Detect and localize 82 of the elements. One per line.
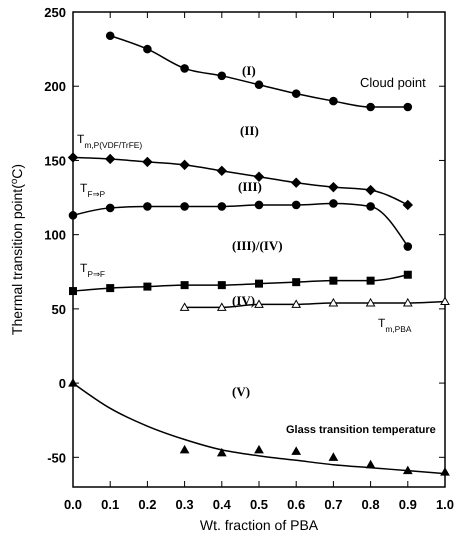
point — [218, 72, 226, 80]
x-tick-label: 0.2 — [138, 497, 156, 512]
y-tick-label: 0 — [58, 376, 66, 392]
point — [292, 200, 300, 210]
point — [329, 96, 338, 106]
series-label: T$_{m,PBA}$ — [378, 316, 412, 334]
y-tick-label: 100 — [44, 228, 66, 243]
annotation: (II) — [240, 123, 259, 138]
point — [402, 200, 413, 210]
y-tick-label: 200 — [44, 79, 66, 94]
x-tick-label: 0.0 — [64, 497, 82, 512]
point — [68, 211, 78, 220]
y-tick-label: -50 — [47, 450, 66, 466]
x-tick-label: 0.7 — [324, 497, 342, 512]
point — [143, 44, 152, 54]
point — [105, 154, 116, 164]
series-label: T$_{F⇒P}$ — [80, 181, 106, 199]
point — [217, 302, 226, 311]
point — [106, 204, 114, 212]
point — [254, 300, 264, 308]
point — [254, 200, 264, 210]
point — [180, 445, 190, 454]
point — [404, 242, 412, 251]
point — [366, 102, 375, 112]
annotation: (III) — [238, 179, 262, 194]
point — [291, 178, 302, 188]
point — [329, 199, 338, 208]
point — [216, 166, 227, 176]
point — [292, 89, 300, 98]
point — [180, 64, 189, 73]
point — [143, 202, 152, 211]
x-tick-label: 0.5 — [250, 497, 268, 512]
point — [328, 182, 338, 192]
point — [366, 202, 375, 211]
annotation: (V) — [232, 384, 250, 399]
x-tick-label: 0.6 — [287, 497, 306, 512]
x-tick-label: 0.8 — [362, 497, 380, 512]
point — [143, 282, 152, 291]
point — [403, 298, 412, 306]
point — [180, 202, 189, 211]
point — [366, 276, 375, 285]
point — [180, 281, 189, 290]
annotation: (I) — [242, 63, 256, 78]
point — [255, 280, 263, 288]
x-tick-label: 0.1 — [101, 497, 120, 512]
annotation: (III)/(IV) — [232, 238, 283, 253]
point — [142, 156, 152, 167]
x-tick-label: 0.3 — [176, 497, 194, 512]
point — [292, 278, 300, 286]
point — [180, 302, 190, 311]
point — [328, 298, 338, 306]
series-label: Glass transition temperature — [286, 424, 436, 436]
point — [292, 446, 301, 455]
y-tick-label: 150 — [44, 153, 66, 168]
y-tick-label: 50 — [52, 302, 66, 317]
x-tick-label: 0.9 — [398, 497, 417, 512]
point — [218, 202, 226, 211]
point — [366, 298, 376, 306]
point — [106, 284, 114, 292]
x-tick-label: 0.4 — [212, 497, 232, 512]
point — [404, 102, 412, 112]
point — [254, 445, 264, 454]
point — [440, 296, 450, 305]
point — [106, 31, 114, 40]
point — [218, 281, 226, 290]
point — [254, 80, 264, 90]
point — [254, 172, 264, 182]
point — [69, 287, 77, 296]
legend-label: Cloud point — [360, 75, 426, 90]
series-label: T$_{m,P(VDF/TrFE)}$ — [77, 132, 142, 150]
annotation: (IV) — [232, 293, 256, 308]
point — [328, 452, 338, 461]
x-tick-label: 1.0 — [436, 497, 454, 512]
point — [292, 300, 301, 308]
point — [329, 276, 338, 285]
point — [404, 270, 412, 279]
x-axis-title: Wt. fraction of PBA — [200, 517, 319, 533]
point — [180, 160, 190, 170]
series-label: T$_{P⇒F}$ — [80, 261, 106, 279]
point — [217, 448, 226, 456]
y-tick-label: 250 — [44, 5, 66, 20]
point — [366, 185, 376, 196]
